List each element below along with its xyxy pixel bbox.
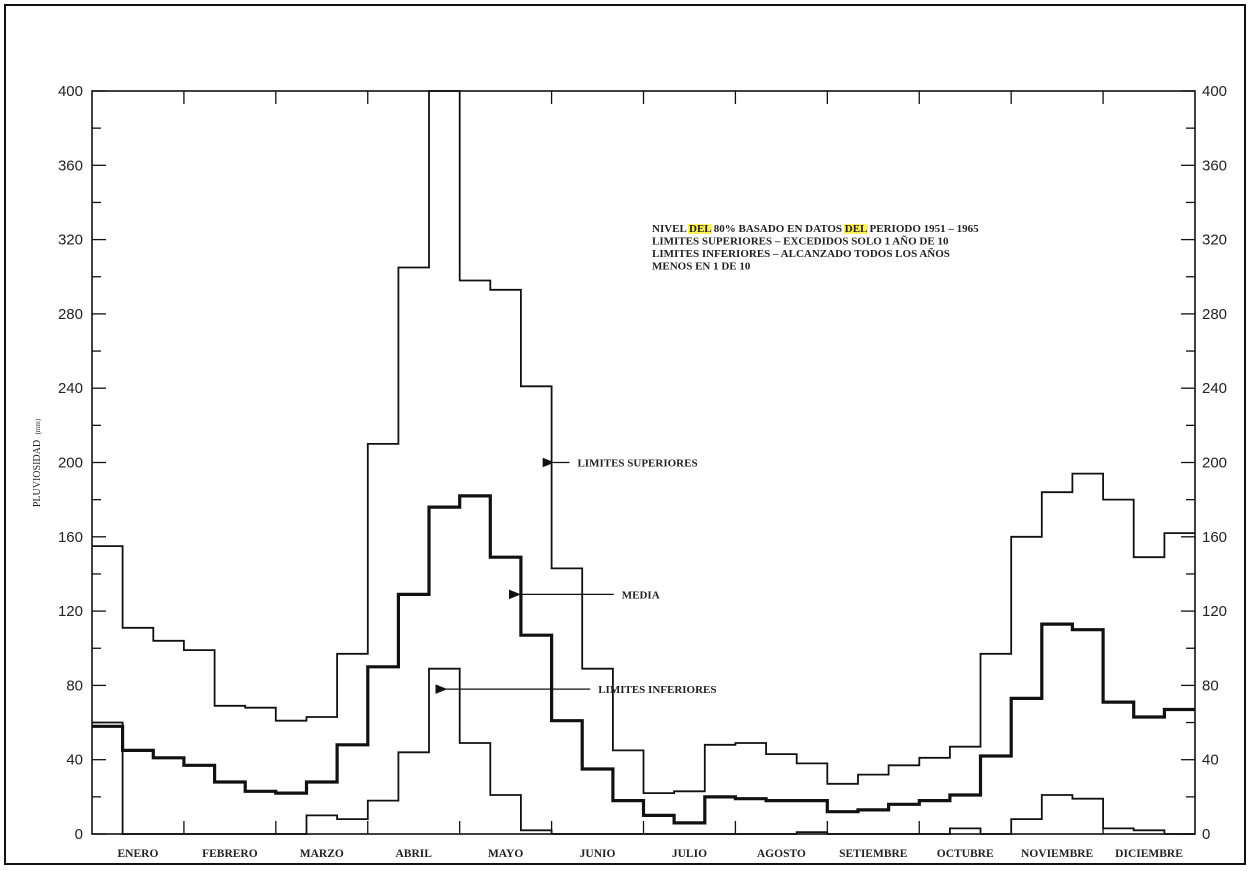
left-axis: 0 40 80 120 160 200 240 280 320 360 400 bbox=[58, 83, 106, 843]
x-tick-label: MAYO bbox=[488, 848, 523, 860]
x-tick-label: JULIO bbox=[672, 848, 707, 860]
y-tick-label-right: 240 bbox=[1202, 380, 1227, 397]
annotation-label: LIMITES SUPERIORES bbox=[577, 458, 697, 470]
y-tick-label-left: 120 bbox=[58, 603, 83, 620]
y-tick-label-left: 0 bbox=[75, 826, 83, 843]
note-fragment: LIMITES SUPERIORES – EXCEDIDOS SOLO 1 AÑ… bbox=[652, 236, 949, 248]
y-tick-label-left: 320 bbox=[58, 232, 83, 249]
y-tick-label-left: 160 bbox=[58, 529, 83, 546]
x-tick-label: AGOSTO bbox=[757, 848, 806, 860]
y-tick-label-left: 400 bbox=[58, 83, 83, 100]
x-tick-label: SETIEMBRE bbox=[839, 848, 908, 860]
y-tick-label-right: 320 bbox=[1202, 232, 1227, 249]
x-tick-label: FEBRERO bbox=[202, 848, 258, 860]
y-tick-label-left: 280 bbox=[58, 306, 83, 323]
x-tick-label: ABRIL bbox=[395, 848, 432, 860]
note-fragment: LIMITES INFERIORES – ALCANZADO TODOS LOS… bbox=[652, 248, 950, 260]
x-tick-label: MARZO bbox=[300, 848, 344, 860]
y-tick-label-right: 200 bbox=[1202, 455, 1227, 472]
y-tick-label-left: 240 bbox=[58, 380, 83, 397]
note-line: MENOS EN 1 DE 10 bbox=[652, 261, 751, 273]
x-tick-label: OCTUBRE bbox=[937, 848, 994, 860]
y-tick-label-left: 200 bbox=[58, 455, 83, 472]
y-tick-label-right: 80 bbox=[1202, 677, 1219, 694]
y-tick-label-left: 80 bbox=[66, 677, 83, 694]
note-line: LIMITES SUPERIORES – EXCEDIDOS SOLO 1 AÑ… bbox=[652, 236, 949, 248]
x-tick-label: JUNIO bbox=[580, 848, 616, 860]
x-tick-label: DICIEMBRE bbox=[1115, 848, 1183, 860]
note-fragment: DEL bbox=[689, 223, 711, 235]
y-tick-label-right: 120 bbox=[1202, 603, 1227, 620]
note-fragment: PERIODO 1951 – 1965 bbox=[867, 223, 979, 235]
y-tick-label-right: 160 bbox=[1202, 529, 1227, 546]
note-fragment: 80% BASADO EN DATOS bbox=[711, 223, 845, 235]
x-tick-label: ENERO bbox=[118, 848, 159, 860]
right-axis: 0 40 80 120 160 200 240 280 320 360 400 bbox=[1181, 83, 1227, 843]
annotation-label: LIMITES INFERIORES bbox=[598, 684, 716, 696]
note-line: NIVEL DEL 80% BASADO EN DATOS DEL PERIOD… bbox=[652, 223, 979, 235]
bottom-axis: ENERO FEBRERO MARZO ABRIL MAYO JUNIO JULIO AGOS… bbox=[118, 91, 1184, 860]
note-fragment: NIVEL bbox=[652, 223, 689, 235]
y-tick-label-left: 40 bbox=[66, 752, 83, 769]
note-fragment: DEL bbox=[845, 223, 867, 235]
y-axis-label: PLUVIOSIDAD (mm) bbox=[32, 418, 43, 507]
y-tick-label-right: 360 bbox=[1202, 157, 1227, 174]
note-fragment: MENOS EN 1 DE 10 bbox=[652, 261, 751, 273]
y-tick-label-left: 360 bbox=[58, 157, 83, 174]
x-tick-label: NOVIEMBRE bbox=[1021, 848, 1094, 860]
y-tick-label-right: 0 bbox=[1202, 826, 1210, 843]
y-tick-label-right: 40 bbox=[1202, 752, 1219, 769]
note-block: NIVEL DEL 80% BASADO EN DATOS DEL PERIOD… bbox=[652, 223, 979, 273]
y-tick-label-right: 280 bbox=[1202, 306, 1227, 323]
annotation-label: MEDIA bbox=[622, 589, 660, 601]
y-tick-label-right: 400 bbox=[1202, 83, 1227, 100]
note-line: LIMITES INFERIORES – ALCANZADO TODOS LOS… bbox=[652, 248, 950, 260]
